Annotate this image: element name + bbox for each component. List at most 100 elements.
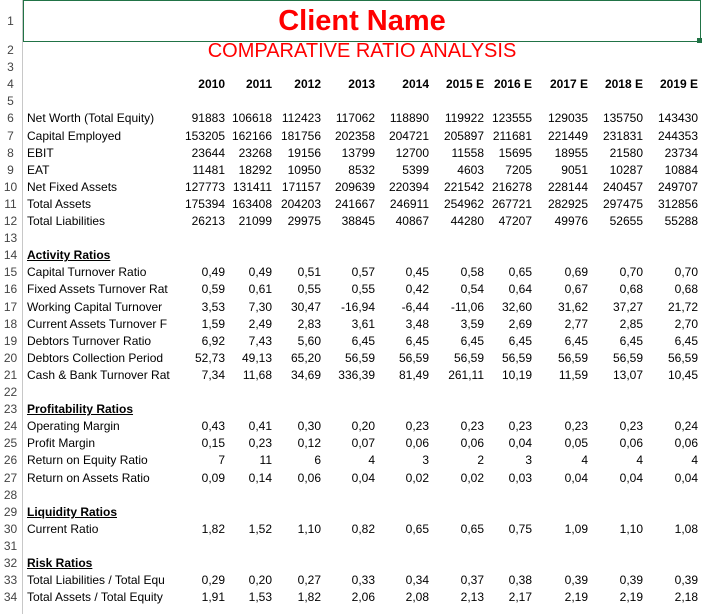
cell-value: 135750: [602, 111, 643, 126]
cell-value: 211681: [492, 128, 532, 143]
cell-value: 231831: [602, 128, 643, 143]
cell-value: 0,29: [201, 573, 225, 588]
cell-value: 0,02: [405, 470, 429, 485]
row-label: Capital Turnover Ratio: [27, 265, 147, 280]
row-number: 15: [3, 265, 18, 280]
cell-value: 0,45: [405, 265, 429, 280]
cell-value: 6,45: [674, 333, 698, 348]
cell-value: 0,70: [674, 265, 698, 280]
cell-value: 49976: [554, 214, 588, 228]
cell-value: 0,20: [248, 573, 272, 588]
row-label: Operating Margin: [27, 419, 120, 434]
cell-value: 56,59: [344, 350, 375, 365]
cell-value: 127773: [184, 179, 225, 194]
year-header: 2010: [198, 77, 225, 92]
cell-value: 0,70: [619, 265, 643, 280]
cell-value: 0,69: [564, 265, 588, 280]
cell-value: 4: [691, 453, 698, 468]
cell-value: 2,08: [405, 590, 429, 605]
cell-value: 1,91: [201, 590, 225, 605]
row-number: 8: [7, 145, 14, 160]
row-label: Debtors Turnover Ratio: [27, 333, 152, 348]
cell-value: 40867: [395, 214, 429, 228]
cell-value: 0,38: [508, 573, 532, 588]
row-number: 31: [3, 538, 18, 553]
cell-value: 0,37: [460, 573, 484, 588]
row-number: 34: [3, 590, 18, 605]
cell-value: 2: [477, 453, 484, 468]
section-heading: Profitability Ratios: [27, 402, 134, 417]
cell-value: 13799: [341, 145, 375, 160]
cell-value: 91883: [191, 111, 225, 126]
row-number: 22: [3, 385, 18, 400]
row-number: 18: [3, 316, 18, 331]
row-number: 21: [3, 367, 18, 382]
cell-value: 1,10: [619, 521, 643, 536]
cell-value: 143430: [657, 111, 698, 126]
row-number: 27: [3, 470, 18, 485]
cell-value: 6,45: [405, 333, 429, 348]
cell-value: 0,42: [405, 282, 429, 297]
cell-value: 209639: [334, 179, 375, 194]
row-number: 4: [7, 77, 14, 92]
cell-value: 0,04: [564, 470, 588, 485]
cell-value: 0,51: [297, 265, 321, 280]
cell-value: 0,04: [674, 470, 698, 485]
cell-value: 0,39: [564, 573, 588, 588]
row-number: 17: [3, 299, 18, 314]
row-number: 16: [3, 282, 18, 297]
row-number: 10: [3, 179, 18, 194]
cell-value: 0,43: [201, 419, 225, 434]
cell-value: 228144: [547, 179, 588, 194]
cell-value: 0,23: [248, 436, 272, 451]
cell-value: 0,04: [351, 470, 375, 485]
cell-value: 49,13: [241, 350, 272, 365]
row-number: 30: [3, 521, 18, 536]
cell-value: 0,65: [508, 265, 532, 280]
cell-value: 11481: [192, 162, 225, 177]
cell-value: 37,27: [612, 299, 643, 314]
cell-value: 0,23: [460, 419, 484, 434]
cell-value: 246911: [389, 196, 429, 211]
cell-value: 244353: [657, 128, 698, 143]
row-label: Total Liabilities / Total Equ: [27, 573, 165, 588]
row-number: 29: [3, 504, 18, 519]
cell-value: 65,20: [290, 350, 321, 365]
cell-value: 2,49: [248, 316, 272, 331]
cell-value: 6,45: [351, 333, 375, 348]
row-number: 19: [3, 333, 18, 348]
year-header: 2011: [245, 77, 272, 92]
row-number: 3: [7, 60, 14, 75]
cell-value: 18955: [554, 145, 588, 160]
cell-value: -6,44: [401, 299, 429, 314]
cell-value: 119922: [444, 111, 484, 126]
cell-value: 6,92: [201, 333, 225, 348]
cell-value: 13,07: [612, 367, 643, 382]
cell-value: 0,27: [297, 573, 321, 588]
cell-value: 0,23: [405, 419, 429, 434]
cell-value: 11,68: [242, 367, 272, 382]
cell-value: 336,39: [338, 367, 375, 382]
row-label: Cash & Bank Turnover Rat: [27, 367, 170, 382]
cell-value: 0,06: [460, 436, 484, 451]
cell-value: 0,23: [564, 419, 588, 434]
cell-value: 18292: [238, 162, 272, 177]
cell-value: 30,47: [290, 299, 321, 314]
cell-value: 0,54: [460, 282, 484, 297]
fill-handle: [697, 38, 702, 43]
cell-value: 118890: [389, 111, 429, 126]
cell-value: -16,94: [340, 299, 375, 314]
cell-value: 0,04: [619, 470, 643, 485]
cell-value: 23644: [191, 145, 225, 160]
row-label: Total Assets / Total Equity: [27, 590, 163, 605]
cell-value: 202358: [334, 128, 375, 143]
row-label: Current Ratio: [27, 521, 99, 536]
cell-value: 0,07: [351, 436, 375, 451]
cell-value: 38845: [341, 214, 375, 228]
cell-value: 163408: [231, 196, 272, 211]
row-number: 12: [3, 214, 18, 229]
row-number: 26: [3, 453, 18, 468]
row-number: 2: [7, 43, 14, 58]
cell-value: 175394: [184, 196, 225, 211]
row-label: Capital Employed: [27, 128, 122, 143]
